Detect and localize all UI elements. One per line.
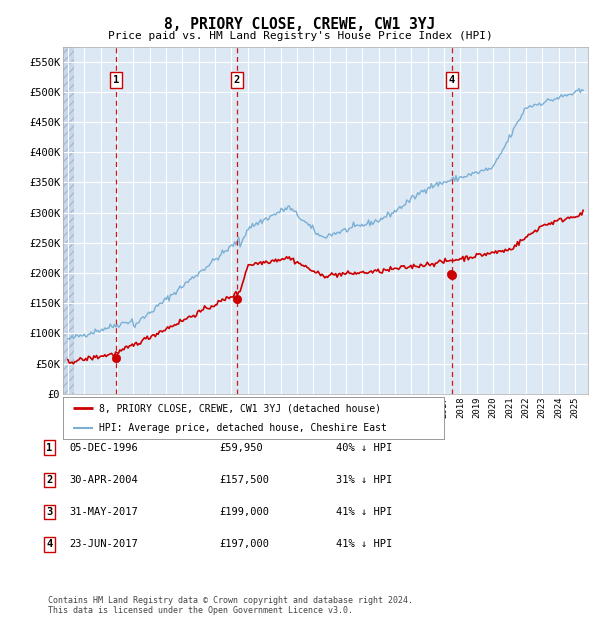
Text: 8, PRIORY CLOSE, CREWE, CW1 3YJ (detached house): 8, PRIORY CLOSE, CREWE, CW1 3YJ (detache… [99,403,381,413]
Text: 05-DEC-1996: 05-DEC-1996 [69,443,138,453]
Text: £157,500: £157,500 [219,475,269,485]
Text: Contains HM Land Registry data © Crown copyright and database right 2024.
This d: Contains HM Land Registry data © Crown c… [48,596,413,615]
Text: 2: 2 [234,75,240,85]
Text: 31% ↓ HPI: 31% ↓ HPI [336,475,392,485]
Text: 8, PRIORY CLOSE, CREWE, CW1 3YJ: 8, PRIORY CLOSE, CREWE, CW1 3YJ [164,17,436,32]
Text: 31-MAY-2017: 31-MAY-2017 [69,507,138,517]
Text: 23-JUN-2017: 23-JUN-2017 [69,539,138,549]
Text: 4: 4 [449,75,455,85]
Text: 4: 4 [46,539,52,549]
Bar [116,46,237,394]
Text: 30-APR-2004: 30-APR-2004 [69,475,138,485]
Text: 2: 2 [46,475,52,485]
Text: 3: 3 [46,507,52,517]
Text: 1: 1 [113,75,119,85]
Text: £59,950: £59,950 [219,443,263,453]
Text: Price paid vs. HM Land Registry's House Price Index (HPI): Price paid vs. HM Land Registry's House … [107,31,493,41]
Text: 41% ↓ HPI: 41% ↓ HPI [336,507,392,517]
Text: £197,000: £197,000 [219,539,269,549]
Text: 40% ↓ HPI: 40% ↓ HPI [336,443,392,453]
Text: £199,000: £199,000 [219,507,269,517]
Text: HPI: Average price, detached house, Cheshire East: HPI: Average price, detached house, Ches… [99,423,387,433]
Bar [63,46,74,394]
Text: 41% ↓ HPI: 41% ↓ HPI [336,539,392,549]
Text: 1: 1 [46,443,52,453]
